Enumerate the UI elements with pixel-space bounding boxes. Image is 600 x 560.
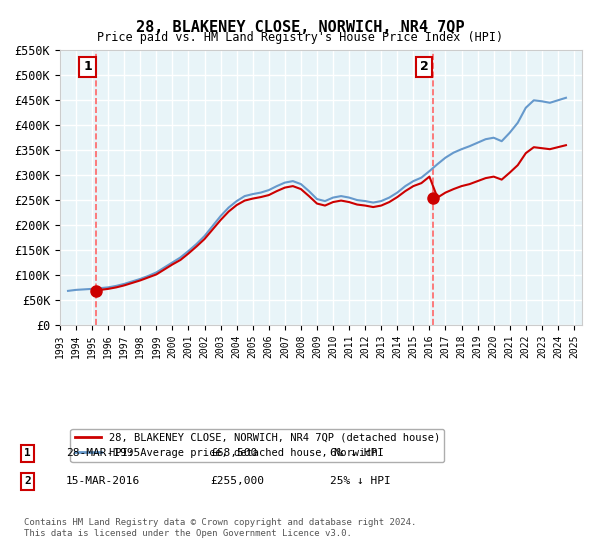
HPI: Average price, detached house, Norwich: (2.02e+03, 4.55e+05): Average price, detached house, Norwich: … xyxy=(562,95,569,101)
28, BLAKENEY CLOSE, NORWICH, NR4 7QP (detached house) xyxy=(241,197,248,204)
Text: 28-MAR-1995: 28-MAR-1995 xyxy=(66,449,140,459)
HPI: Average price, detached house, Norwich: (2.01e+03, 2.82e+05): Average price, detached house, Norwich: … xyxy=(298,181,305,188)
28, BLAKENEY CLOSE, NORWICH, NR4 7QP (detached house) xyxy=(89,287,96,294)
28, BLAKENEY CLOSE, NORWICH, NR4 7QP (detached house) xyxy=(249,195,256,202)
Line: 28, BLAKENEY CLOSE, NORWICH, NR4 7QP (detached house): 28, BLAKENEY CLOSE, NORWICH, NR4 7QP (de… xyxy=(92,145,566,291)
Text: 1: 1 xyxy=(83,60,92,73)
28, BLAKENEY CLOSE, NORWICH, NR4 7QP (detached house) xyxy=(386,199,393,206)
28, BLAKENEY CLOSE, NORWICH, NR4 7QP (detached house) xyxy=(562,142,569,148)
Text: £68,500: £68,500 xyxy=(210,449,257,459)
HPI: Average price, detached house, Norwich: (2.02e+03, 2.88e+05): Average price, detached house, Norwich: … xyxy=(410,178,417,184)
Line: HPI: Average price, detached house, Norwich: HPI: Average price, detached house, Norw… xyxy=(68,98,566,291)
Text: 28, BLAKENEY CLOSE, NORWICH, NR4 7QP: 28, BLAKENEY CLOSE, NORWICH, NR4 7QP xyxy=(136,20,464,35)
Text: 2: 2 xyxy=(420,60,428,73)
28, BLAKENEY CLOSE, NORWICH, NR4 7QP (detached house) xyxy=(169,261,176,268)
Text: Price paid vs. HM Land Registry's House Price Index (HPI): Price paid vs. HM Land Registry's House … xyxy=(97,31,503,44)
Text: Contains HM Land Registry data © Crown copyright and database right 2024.
This d: Contains HM Land Registry data © Crown c… xyxy=(24,518,416,538)
HPI: Average price, detached house, Norwich: (1.99e+03, 6.8e+04): Average price, detached house, Norwich: … xyxy=(64,287,71,294)
Text: 2: 2 xyxy=(24,477,31,487)
HPI: Average price, detached house, Norwich: (2e+03, 2.18e+05): Average price, detached house, Norwich: … xyxy=(217,213,224,220)
28, BLAKENEY CLOSE, NORWICH, NR4 7QP (detached house) xyxy=(225,208,232,215)
28, BLAKENEY CLOSE, NORWICH, NR4 7QP (detached house) xyxy=(209,226,216,233)
Text: £255,000: £255,000 xyxy=(210,477,264,487)
HPI: Average price, detached house, Norwich: (2.02e+03, 4.5e+05): Average price, detached house, Norwich: … xyxy=(554,97,562,104)
Text: 1: 1 xyxy=(24,449,31,459)
Text: 6% ↓ HPI: 6% ↓ HPI xyxy=(330,449,384,459)
Text: 15-MAR-2016: 15-MAR-2016 xyxy=(66,477,140,487)
HPI: Average price, detached house, Norwich: (2.01e+03, 2.52e+05): Average price, detached house, Norwich: … xyxy=(313,195,320,202)
Text: 25% ↓ HPI: 25% ↓ HPI xyxy=(330,477,391,487)
HPI: Average price, detached house, Norwich: (2e+03, 1.78e+05): Average price, detached house, Norwich: … xyxy=(201,232,208,239)
Legend: 28, BLAKENEY CLOSE, NORWICH, NR4 7QP (detached house), HPI: Average price, detac: 28, BLAKENEY CLOSE, NORWICH, NR4 7QP (de… xyxy=(70,429,445,462)
